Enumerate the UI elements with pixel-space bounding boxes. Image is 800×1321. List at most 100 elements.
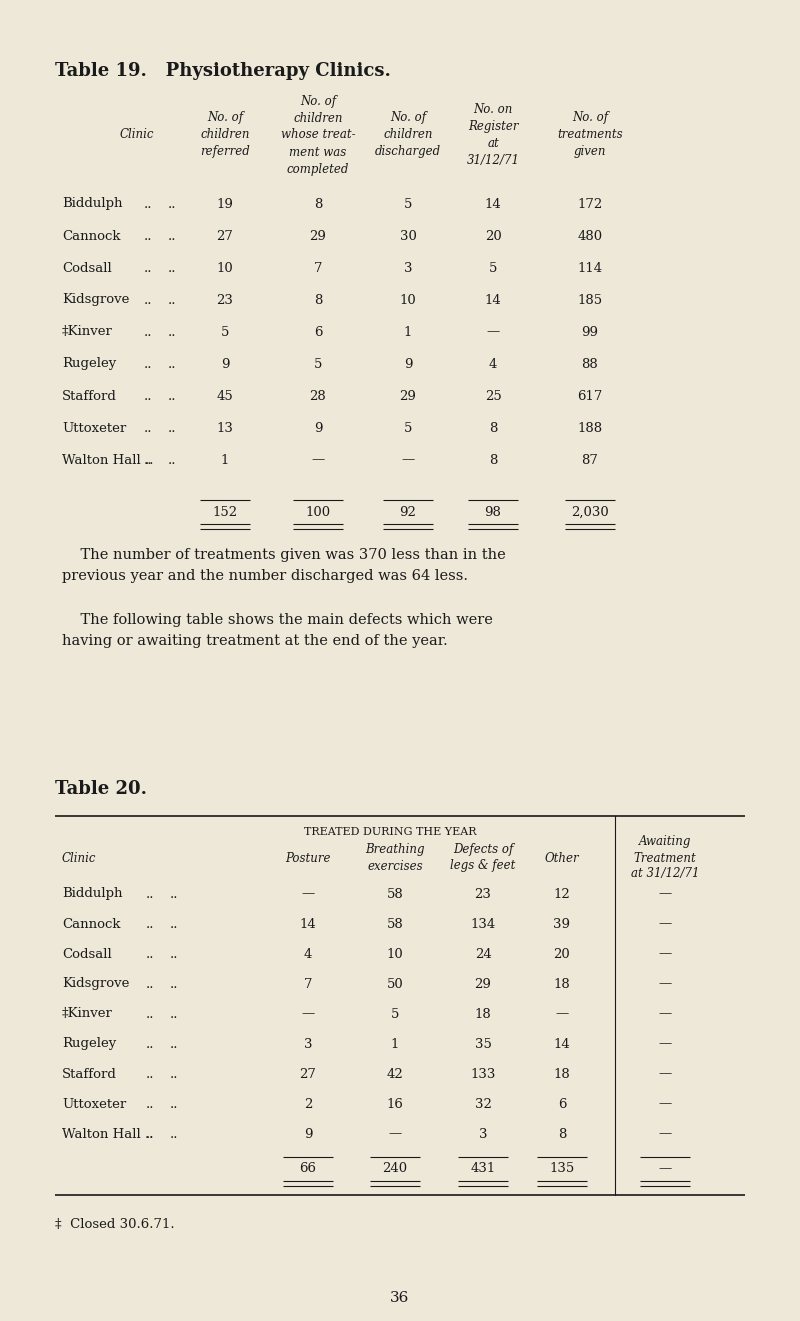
Text: ..: .. xyxy=(170,1008,178,1021)
Text: 114: 114 xyxy=(578,262,602,275)
Text: 29: 29 xyxy=(474,978,491,991)
Text: ..: .. xyxy=(146,918,154,930)
Text: Walton Hall ..: Walton Hall .. xyxy=(62,1128,154,1140)
Text: No. on
Register
at
31/12/71: No. on Register at 31/12/71 xyxy=(466,103,519,166)
Text: 28: 28 xyxy=(310,390,326,403)
Text: 5: 5 xyxy=(404,421,412,435)
Text: ..: .. xyxy=(168,358,176,370)
Text: 5: 5 xyxy=(489,262,497,275)
Text: 27: 27 xyxy=(217,230,234,243)
Text: The following table shows the main defects which were
having or awaiting treatme: The following table shows the main defec… xyxy=(62,613,493,647)
Text: 58: 58 xyxy=(386,888,403,901)
Text: Posture: Posture xyxy=(286,852,330,864)
Text: 100: 100 xyxy=(306,506,330,519)
Text: —: — xyxy=(402,453,414,466)
Text: 8: 8 xyxy=(314,198,322,210)
Text: 4: 4 xyxy=(304,947,312,960)
Text: 8: 8 xyxy=(489,453,497,466)
Text: Biddulph: Biddulph xyxy=(62,198,122,210)
Text: 32: 32 xyxy=(474,1098,491,1111)
Text: 98: 98 xyxy=(485,506,502,519)
Text: ..: .. xyxy=(170,1098,178,1111)
Text: 36: 36 xyxy=(390,1291,410,1305)
Text: 14: 14 xyxy=(554,1037,570,1050)
Text: 27: 27 xyxy=(299,1067,317,1081)
Text: 3: 3 xyxy=(404,262,412,275)
Text: —: — xyxy=(658,918,672,930)
Text: 134: 134 xyxy=(470,918,496,930)
Text: 133: 133 xyxy=(470,1067,496,1081)
Text: ..: .. xyxy=(168,293,176,306)
Text: Breathing
exercises: Breathing exercises xyxy=(366,844,425,872)
Text: Cannock: Cannock xyxy=(62,230,121,243)
Text: Clinic: Clinic xyxy=(120,128,154,141)
Text: 66: 66 xyxy=(299,1162,317,1176)
Text: 1: 1 xyxy=(404,325,412,338)
Text: 29: 29 xyxy=(310,230,326,243)
Text: —: — xyxy=(486,325,500,338)
Text: Stafford: Stafford xyxy=(62,1067,117,1081)
Text: 5: 5 xyxy=(404,198,412,210)
Text: 23: 23 xyxy=(474,888,491,901)
Text: —: — xyxy=(658,978,672,991)
Text: 39: 39 xyxy=(554,918,570,930)
Text: 188: 188 xyxy=(578,421,602,435)
Text: 8: 8 xyxy=(489,421,497,435)
Text: Clinic: Clinic xyxy=(62,852,97,864)
Text: ..: .. xyxy=(168,421,176,435)
Text: No. of
children
referred: No. of children referred xyxy=(200,111,250,159)
Text: Rugeley: Rugeley xyxy=(62,1037,116,1050)
Text: —: — xyxy=(388,1128,402,1140)
Text: ..: .. xyxy=(168,198,176,210)
Text: 12: 12 xyxy=(554,888,570,901)
Text: Rugeley: Rugeley xyxy=(62,358,116,370)
Text: 9: 9 xyxy=(404,358,412,370)
Text: 9: 9 xyxy=(304,1128,312,1140)
Text: ..: .. xyxy=(168,390,176,403)
Text: 1: 1 xyxy=(221,453,229,466)
Text: ..: .. xyxy=(170,1128,178,1140)
Text: Awaiting
Treatment
at 31/12/71: Awaiting Treatment at 31/12/71 xyxy=(630,835,699,881)
Text: —: — xyxy=(302,888,314,901)
Text: 7: 7 xyxy=(304,978,312,991)
Text: 16: 16 xyxy=(386,1098,403,1111)
Text: Biddulph: Biddulph xyxy=(62,888,122,901)
Text: ..: .. xyxy=(170,978,178,991)
Text: ..: .. xyxy=(170,1067,178,1081)
Text: 18: 18 xyxy=(554,978,570,991)
Text: ..: .. xyxy=(144,262,152,275)
Text: Walton Hall ..: Walton Hall .. xyxy=(62,453,154,466)
Text: 6: 6 xyxy=(558,1098,566,1111)
Text: 23: 23 xyxy=(217,293,234,306)
Text: 45: 45 xyxy=(217,390,234,403)
Text: —: — xyxy=(658,1008,672,1021)
Text: 3: 3 xyxy=(478,1128,487,1140)
Text: —: — xyxy=(555,1008,569,1021)
Text: ..: .. xyxy=(144,325,152,338)
Text: 19: 19 xyxy=(217,198,234,210)
Text: ..: .. xyxy=(146,1128,154,1140)
Text: No. of
children
whose treat-
ment was
completed: No. of children whose treat- ment was co… xyxy=(281,95,355,176)
Text: Uttoxeter: Uttoxeter xyxy=(62,1098,126,1111)
Text: ..: .. xyxy=(144,358,152,370)
Text: 5: 5 xyxy=(391,1008,399,1021)
Text: 480: 480 xyxy=(578,230,602,243)
Text: 617: 617 xyxy=(578,390,602,403)
Text: ..: .. xyxy=(146,1067,154,1081)
Text: Cannock: Cannock xyxy=(62,918,121,930)
Text: Defects of
legs & feet: Defects of legs & feet xyxy=(450,844,516,872)
Text: ‡Kinver: ‡Kinver xyxy=(62,1008,113,1021)
Text: 35: 35 xyxy=(474,1037,491,1050)
Text: ..: .. xyxy=(170,1037,178,1050)
Text: 10: 10 xyxy=(400,293,416,306)
Text: ..: .. xyxy=(170,947,178,960)
Text: 3: 3 xyxy=(304,1037,312,1050)
Text: ..: .. xyxy=(170,918,178,930)
Text: ..: .. xyxy=(144,421,152,435)
Text: Table 19.   Physiotherapy Clinics.: Table 19. Physiotherapy Clinics. xyxy=(55,62,391,81)
Text: 87: 87 xyxy=(582,453,598,466)
Text: 18: 18 xyxy=(554,1067,570,1081)
Text: TREATED DURING THE YEAR: TREATED DURING THE YEAR xyxy=(304,827,476,838)
Text: —: — xyxy=(658,1162,672,1176)
Text: 42: 42 xyxy=(386,1067,403,1081)
